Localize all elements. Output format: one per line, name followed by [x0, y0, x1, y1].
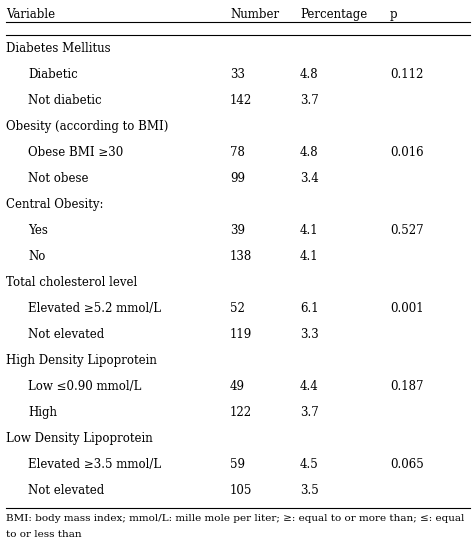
Text: Low Density Lipoprotein: Low Density Lipoprotein: [6, 432, 153, 445]
Text: 0.112: 0.112: [390, 68, 423, 81]
Text: Total cholesterol level: Total cholesterol level: [6, 276, 137, 289]
Text: 0.065: 0.065: [390, 458, 424, 471]
Text: 99: 99: [230, 172, 245, 185]
Text: to or less than: to or less than: [6, 530, 82, 539]
Text: 142: 142: [230, 94, 252, 107]
Text: 3.7: 3.7: [300, 406, 319, 419]
Text: Diabetic: Diabetic: [28, 68, 78, 81]
Text: 4.8: 4.8: [300, 146, 319, 159]
Text: 4.5: 4.5: [300, 458, 319, 471]
Text: 4.1: 4.1: [300, 224, 319, 237]
Text: Elevated ≥5.2 mmol/L: Elevated ≥5.2 mmol/L: [28, 302, 161, 315]
Text: Obese BMI ≥30: Obese BMI ≥30: [28, 146, 123, 159]
Text: Percentage: Percentage: [300, 8, 367, 21]
Text: Not obese: Not obese: [28, 172, 89, 185]
Text: No: No: [28, 250, 46, 263]
Text: 52: 52: [230, 302, 245, 315]
Text: Number: Number: [230, 8, 279, 21]
Text: 49: 49: [230, 380, 245, 393]
Text: 4.4: 4.4: [300, 380, 319, 393]
Text: Not elevated: Not elevated: [28, 484, 104, 497]
Text: 105: 105: [230, 484, 252, 497]
Text: 138: 138: [230, 250, 252, 263]
Text: p: p: [390, 8, 398, 21]
Text: 122: 122: [230, 406, 252, 419]
Text: Not diabetic: Not diabetic: [28, 94, 101, 107]
Text: 78: 78: [230, 146, 245, 159]
Text: 6.1: 6.1: [300, 302, 319, 315]
Text: 119: 119: [230, 328, 252, 341]
Text: 4.8: 4.8: [300, 68, 319, 81]
Text: 4.1: 4.1: [300, 250, 319, 263]
Text: Elevated ≥3.5 mmol/L: Elevated ≥3.5 mmol/L: [28, 458, 161, 471]
Text: High Density Lipoprotein: High Density Lipoprotein: [6, 354, 157, 367]
Text: 33: 33: [230, 68, 245, 81]
Text: 0.001: 0.001: [390, 302, 424, 315]
Text: 0.527: 0.527: [390, 224, 424, 237]
Text: Low ≤0.90 mmol/L: Low ≤0.90 mmol/L: [28, 380, 141, 393]
Text: 59: 59: [230, 458, 245, 471]
Text: 3.5: 3.5: [300, 484, 319, 497]
Text: Variable: Variable: [6, 8, 55, 21]
Text: 3.3: 3.3: [300, 328, 319, 341]
Text: 3.4: 3.4: [300, 172, 319, 185]
Text: Central Obesity:: Central Obesity:: [6, 198, 103, 211]
Text: 3.7: 3.7: [300, 94, 319, 107]
Text: Obesity (according to BMI): Obesity (according to BMI): [6, 120, 168, 133]
Text: Yes: Yes: [28, 224, 48, 237]
Text: 39: 39: [230, 224, 245, 237]
Text: High: High: [28, 406, 57, 419]
Text: 0.187: 0.187: [390, 380, 423, 393]
Text: 0.016: 0.016: [390, 146, 424, 159]
Text: BMI: body mass index; mmol/L: mille mole per liter; ≥: equal to or more than; ≤:: BMI: body mass index; mmol/L: mille mole…: [6, 514, 465, 523]
Text: Not elevated: Not elevated: [28, 328, 104, 341]
Text: Diabetes Mellitus: Diabetes Mellitus: [6, 42, 110, 55]
